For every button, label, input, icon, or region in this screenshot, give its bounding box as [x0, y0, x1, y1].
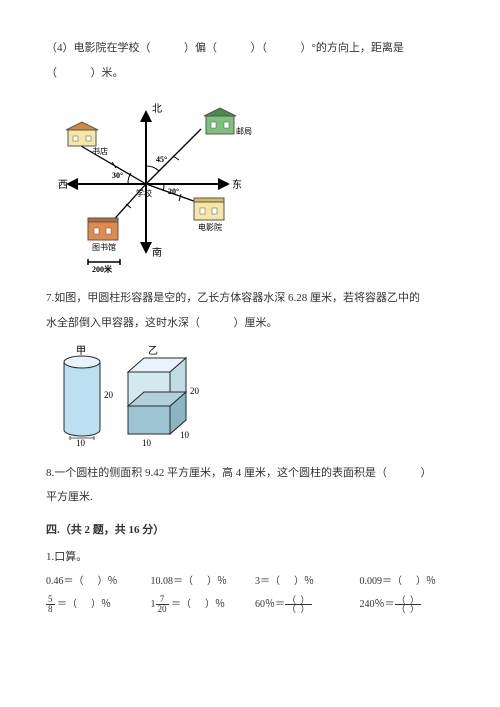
- r1c4a: 0.009＝（: [360, 576, 403, 587]
- q4-mid2: ）（: [251, 42, 268, 54]
- section4-q1: 1.口算。: [46, 547, 454, 568]
- south-label: 南: [152, 246, 162, 259]
- fig7-svg: 甲 乙 20 20 10 10 10: [46, 344, 226, 449]
- r1c4b: ）％: [416, 576, 436, 587]
- map-figure: 北 南 东 西 学校 书店 邮局 图书馆 电影院 30° 45° 20° 200…: [46, 94, 454, 274]
- containers-figure: 甲 乙 20 20 10 10 10: [46, 344, 454, 449]
- q7-line2: 水全部倒入甲容器，这时水深（ ）厘米。: [46, 313, 454, 334]
- r1c2a: 10.08＝（: [151, 576, 194, 587]
- q7-text-a: 7.如图，甲圆柱形容器是空的，乙长方体容器水深 6.28 厘米，若将容器乙中的: [46, 292, 420, 304]
- yi-label: 乙: [148, 345, 158, 357]
- west-label: 西: [58, 180, 68, 191]
- w10c: 10: [180, 430, 190, 440]
- cinema-label: 电影院: [198, 222, 222, 232]
- q4-line2b: ）米。: [91, 67, 124, 79]
- w10b: 10: [142, 438, 152, 448]
- angle30: 30°: [112, 171, 123, 180]
- r2c1b: ）％: [91, 599, 111, 610]
- frac-5-8: 58: [46, 595, 55, 614]
- h20a: 20: [104, 390, 114, 400]
- r2c4-fracblank[interactable]: （ ）（ ）: [395, 596, 422, 614]
- r1c3: 3＝（ ）％: [255, 572, 350, 591]
- q7-line1: 7.如图，甲圆柱形容器是空的，乙长方体容器水深 6.28 厘米，若将容器乙中的: [46, 288, 454, 309]
- r2c3: 60％＝（ ）（ ）: [255, 595, 350, 614]
- q4-mid1: ）偏（: [184, 42, 217, 54]
- bookstore-label: 书店: [92, 146, 108, 156]
- angle20: 20°: [168, 187, 179, 196]
- r2c1: 58 ＝（ ）％: [46, 595, 141, 614]
- frac-7-20: 720: [156, 595, 169, 614]
- w10a: 10: [76, 438, 86, 448]
- h20b: 20: [190, 386, 200, 396]
- cinema-icon: [194, 198, 224, 220]
- jia-label: 甲: [76, 346, 86, 357]
- r1c1b: ）％: [98, 576, 118, 587]
- calc-row2: 58 ＝（）％ 1720 ＝（）％ 60％＝（ ）（ ） 240％＝（ ）（ ）: [46, 595, 454, 614]
- q8-line2: 平方厘米.: [46, 487, 454, 508]
- r1c2b: ）％: [207, 576, 227, 587]
- q4-prefix: （4）电影院在学校（: [46, 42, 151, 54]
- q4-line1: （4）电影院在学校（ ）偏（ ）（ ）°的方向上，距离是: [46, 38, 454, 59]
- r1c2: 10.08＝（ ）％: [151, 572, 246, 591]
- r2c2a: ＝（: [171, 599, 191, 610]
- center-label: 学校: [136, 188, 152, 198]
- r2c3-fracblank[interactable]: （ ）（ ）: [285, 596, 312, 614]
- q8-text-c: 平方厘米.: [46, 491, 93, 503]
- r2c2b: ）％: [205, 599, 225, 610]
- scale-label: 200米: [92, 264, 113, 274]
- r2c4: 240％＝（ ）（ ）: [360, 595, 455, 614]
- q8-text-a: 8.一个圆柱的侧面积 9.42 平方厘米，高 4 厘米，这个圆柱的表面积是（: [46, 467, 387, 479]
- q7-text-c: ）厘米。: [234, 317, 278, 329]
- q4-line2: （ ）米。: [46, 63, 454, 84]
- q4-line2a: （: [46, 67, 57, 79]
- library-label: 图书馆: [92, 242, 116, 252]
- postoffice-icon: [204, 108, 236, 134]
- f2d: 20: [156, 605, 169, 614]
- r1c1: 0.46＝（ ）％: [46, 572, 141, 591]
- q4-mid3: ）°的方向上，距离是: [301, 42, 404, 54]
- r2c1a: ＝（: [57, 599, 77, 610]
- east-label: 东: [232, 178, 242, 191]
- postoffice-label: 邮局: [236, 126, 252, 136]
- r1c3a: 3＝（: [255, 576, 280, 587]
- library-icon: [88, 218, 118, 240]
- r2c3a: 60％＝: [255, 599, 285, 610]
- r2c4a: 240％＝: [360, 599, 395, 610]
- north-label: 北: [152, 103, 162, 115]
- calc-row1: 0.46＝（ ）％ 10.08＝（ ）％ 3＝（ ）％ 0.009＝（ ）％: [46, 572, 454, 591]
- q7-text-b: 水全部倒入甲容器，这时水深（: [46, 317, 200, 329]
- map-svg: 北 南 东 西 学校 书店 邮局 图书馆 电影院 30° 45° 20° 200…: [46, 94, 266, 274]
- section4-title: 四.（共 2 题，共 16 分）: [46, 520, 454, 541]
- r1c3b: ）％: [294, 576, 314, 587]
- r1c1a: 0.46＝（: [46, 576, 84, 587]
- r1c4: 0.009＝（ ）％: [360, 572, 455, 591]
- q8-text-b: ）: [421, 467, 432, 479]
- bookstore-icon: [66, 122, 98, 146]
- q8-line1: 8.一个圆柱的侧面积 9.42 平方厘米，高 4 厘米，这个圆柱的表面积是（ ）: [46, 463, 454, 484]
- f1d: 8: [46, 605, 55, 614]
- r2c2: 1720 ＝（）％: [151, 595, 246, 614]
- angle45: 45°: [156, 155, 167, 164]
